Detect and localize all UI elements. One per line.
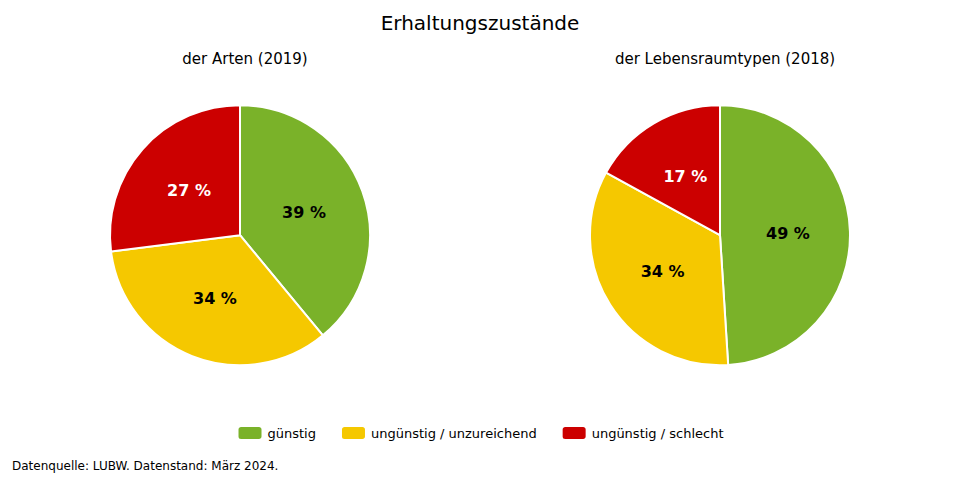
- svg-text:ungünstig / unzureichend: ungünstig / unzureichend: [371, 426, 537, 441]
- svg-text:34 %: 34 %: [193, 289, 237, 308]
- svg-text:49 %: 49 %: [766, 224, 810, 243]
- svg-text:der Lebensraumtypen (2018): der Lebensraumtypen (2018): [615, 50, 835, 68]
- svg-text:günstig: günstig: [268, 426, 316, 441]
- svg-text:17 %: 17 %: [663, 167, 707, 186]
- svg-text:39 %: 39 %: [282, 203, 326, 222]
- svg-text:Datenquelle: LUBW. Datenstand:: Datenquelle: LUBW. Datenstand: März 2024…: [12, 459, 278, 473]
- svg-text:Erhaltungszustände: Erhaltungszustände: [381, 11, 580, 35]
- svg-text:27 %: 27 %: [167, 181, 211, 200]
- svg-text:34 %: 34 %: [641, 262, 685, 281]
- svg-text:ungünstig / schlecht: ungünstig / schlecht: [592, 426, 724, 441]
- svg-text:der Arten (2019): der Arten (2019): [182, 50, 307, 68]
